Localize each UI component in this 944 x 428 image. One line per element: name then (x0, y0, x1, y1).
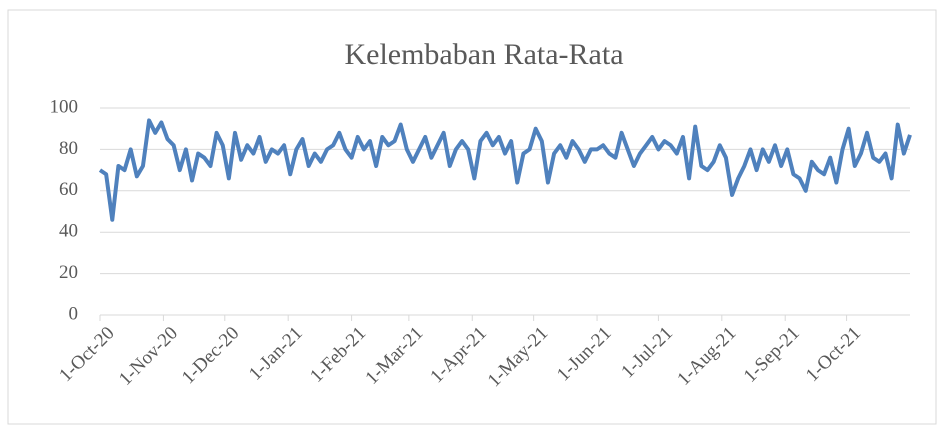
chart-border (7, 9, 937, 425)
y-tick-label: 100 (50, 96, 79, 117)
chart-title: Kelembaban Rata-Rata (344, 38, 623, 71)
data-line (98, 118, 912, 222)
y-tick-label: 80 (59, 138, 78, 159)
y-tick-label: 0 (69, 303, 79, 324)
y-tick-label: 40 (59, 221, 78, 242)
y-tick-label: 20 (59, 262, 78, 283)
y-tick-label: 60 (59, 179, 78, 200)
